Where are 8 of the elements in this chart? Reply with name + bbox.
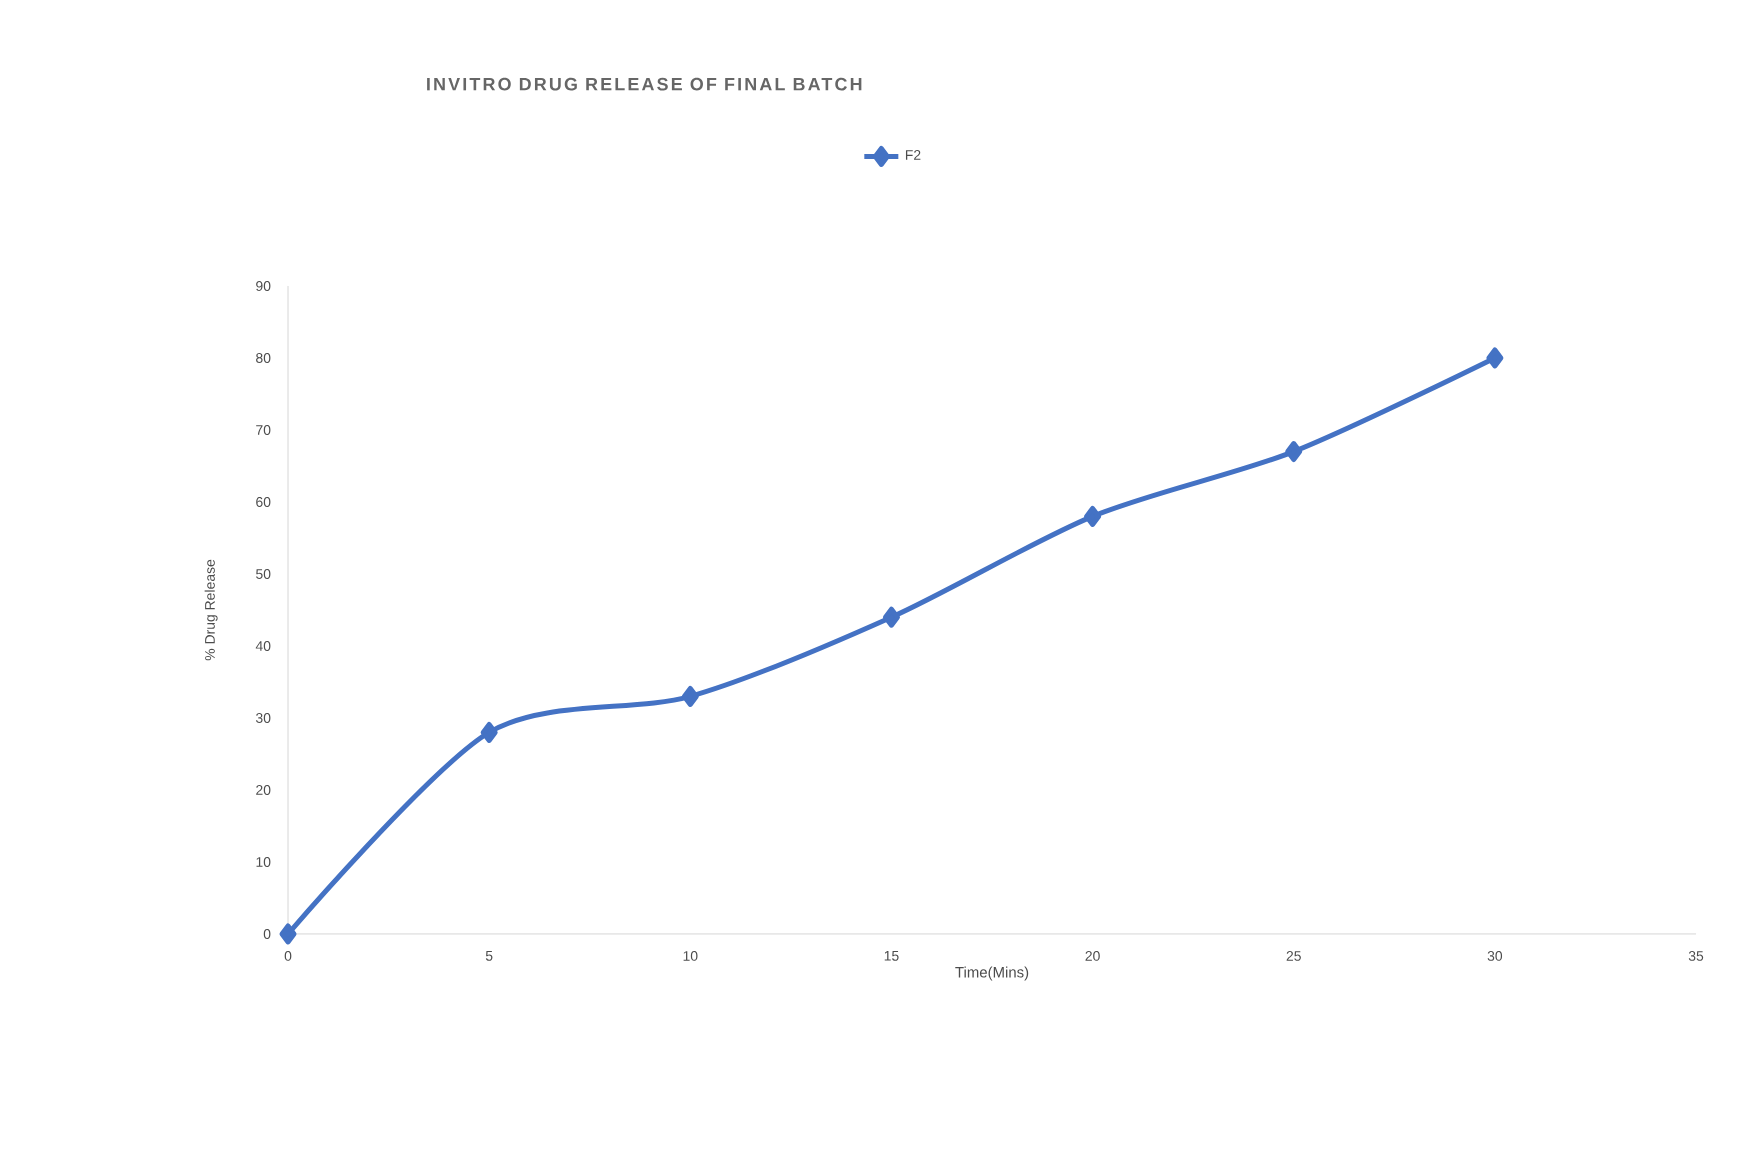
point (882, 606, 900, 628)
point (1285, 441, 1303, 463)
point (1084, 505, 1102, 527)
point (681, 685, 699, 707)
point (480, 721, 498, 743)
point (1486, 347, 1504, 369)
chart-title: INVITRO DRUG RELEASE OF FINAL BATCH (427, 77, 862, 91)
point (279, 923, 297, 945)
